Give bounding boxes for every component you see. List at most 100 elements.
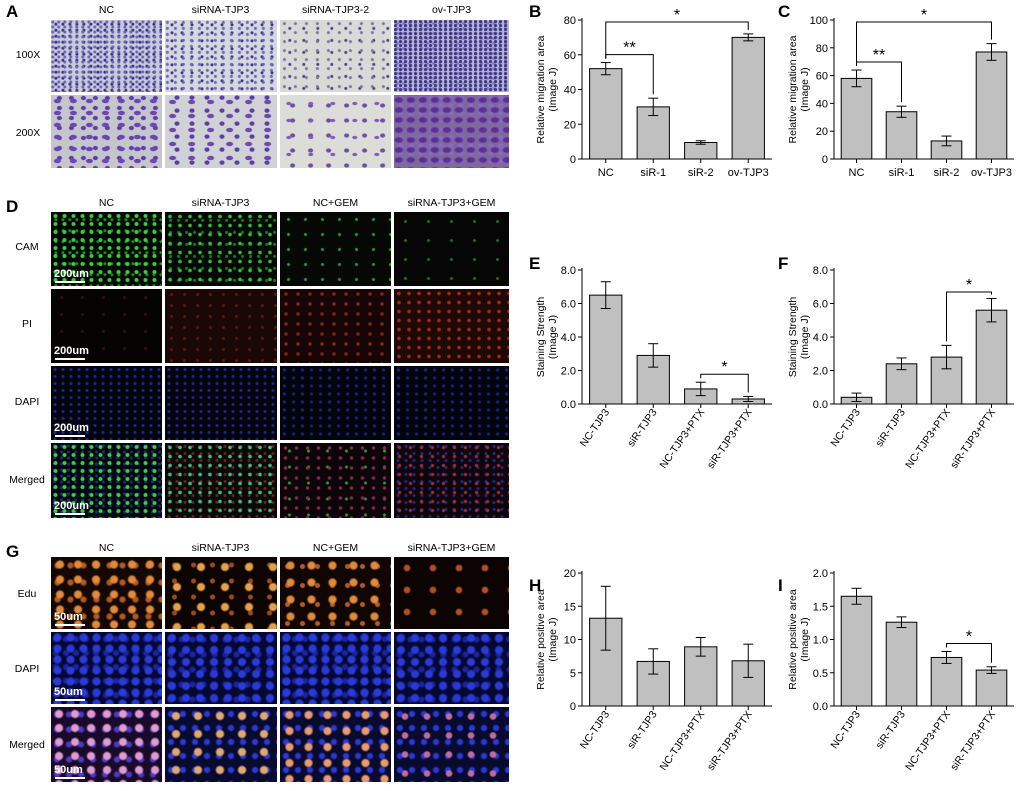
panel-g-col-nc-gem: NC+GEM [312,542,359,554]
scale-bar [55,435,85,437]
micrograph-d-pi-sirna-gem [394,289,509,363]
y-tick-label: 20 [816,126,828,138]
x-tick-label: siR-TJP3+PTX [948,407,998,471]
panel-a-col-nc: NC [98,4,115,16]
scale-bar-label: 50um [54,611,83,623]
micrograph-g-dapi-sirna [165,632,277,704]
x-tick-label: NC-TJP3+PTX [657,709,707,773]
x-tick-label: siR-TJP3+PTX [948,709,998,773]
panel-letter-c: C [778,2,791,21]
y-tick-label: 2.0 [813,568,828,580]
micrograph-d-pi-nc: 200um [51,289,162,363]
micrograph-g-merged-nc-gem [280,707,391,782]
micrograph-a-sirna2-100x [280,20,391,92]
micrograph-a-nc-200x [51,95,162,168]
y-tick-label: 40 [816,98,828,110]
bar [975,669,1008,707]
micrograph-g-dapi-nc-gem [280,632,391,704]
bar [589,68,623,160]
x-tick-label: NC-TJP3 [578,709,613,751]
x-tick-label: siR-TJP3+PTX [705,407,755,471]
y-tick-label: 80 [816,43,828,55]
y-axis-label: Relative positive area(Image J) [535,589,559,690]
panel-a-col-sirna2: siRNA-TJP3-2 [301,4,370,16]
significance-bracket [856,21,992,67]
y-tick-label: 4.0 [813,332,828,344]
y-tick-label: 40 [564,85,576,97]
micrograph-a-ov-200x [394,95,509,168]
micrograph-d-cam-nc: 200um [51,212,162,286]
panel-letter-d: D [6,197,19,216]
bar [930,656,963,707]
micrograph-g-dapi-nc: 50um [51,632,162,704]
y-tick-label: 0.0 [561,399,576,411]
significance-label: ** [873,47,885,64]
y-tick-label: 1.5 [813,601,828,613]
y-axis-label: Staining Strength(Image J) [787,297,811,378]
panel-letter-h: H [529,576,542,595]
micrograph-d-merged-sirna [165,443,277,518]
scale-bar [55,513,85,515]
y-tick-label: 0.0 [813,399,828,411]
micrograph-g-edu-nc: 50um [51,557,162,629]
micrograph-a-nc-100x [51,20,162,92]
y-tick-label: 1.0 [813,635,828,647]
micrograph-a-sirna2-200x [280,95,391,168]
panel-letter-b: B [529,2,542,21]
y-tick-label: 0.0 [813,701,828,713]
x-tick-label: siR-TJP3 [873,709,908,751]
panel-a-row-100x: 100X [15,49,41,61]
x-tick-label: siR-TJP3+PTX [705,709,755,773]
y-axis-label: Relative migration area(Image J) [535,35,559,143]
micrograph-g-merged-sirna [165,707,277,782]
x-tick-label: siR-2 [688,167,714,179]
x-tick-label: NC-TJP3 [828,709,863,751]
panel-g-row-merged: Merged [9,739,45,751]
y-tick-label: 100 [810,15,828,27]
y-tick-label: 0 [570,154,576,166]
significance-bracket [700,373,749,393]
y-axis-label: Relative positive area(Image J) [787,589,811,690]
scale-bar [55,699,85,701]
y-tick-label: 15 [564,601,576,613]
x-tick-label: siR-TJP3 [873,407,908,449]
panel-letter-a: A [6,2,19,21]
panel-letter-i: I [778,576,783,595]
y-tick-label: 20 [564,568,576,580]
micrograph-d-cam-sirna-gem [394,212,509,286]
significance-label: * [966,277,972,294]
x-tick-label: siR-TJP3 [625,407,660,449]
panel-d-col-sirna-gem: siRNA-TJP3+GEM [407,197,496,209]
micrograph-d-dapi-nc-gem [280,366,391,440]
bar [885,363,918,405]
bar-chart-b: 0 20 40 60 80 Relative migration area(Image J… [535,7,772,179]
x-tick-label: siR-2 [934,167,960,179]
scale-bar-label: 50um [54,764,83,776]
panel-a-row-200x: 200X [15,127,41,139]
scale-bar [55,777,85,779]
x-tick-label: siR-1 [640,167,666,179]
y-tick-label: 6.0 [561,299,576,311]
panel-d-col-nc: NC [98,197,115,209]
scale-bar [55,281,85,283]
panel-a-col-sirna: siRNA-TJP3 [191,4,250,16]
micrograph-d-merged-sirna-gem [394,443,509,518]
y-tick-label: 8.0 [813,265,828,277]
bar [840,77,873,160]
panel-g-row-dapi: DAPI [14,663,40,675]
y-tick-label: 4.0 [561,332,576,344]
micrograph-d-dapi-sirna-gem [394,366,509,440]
bar [684,646,718,707]
significance-label: * [966,628,972,645]
panel-g-col-nc: NC [98,542,115,554]
y-tick-label: 0 [822,154,828,166]
y-tick-label: 2.0 [813,366,828,378]
micrograph-a-sirna-100x [165,20,277,92]
panel-d-col-nc-gem: NC+GEM [312,197,359,209]
scale-bar-label: 200um [54,422,89,434]
micrograph-a-sirna-200x [165,95,277,168]
bar-chart-c: 0 20 40 60 80 100 Relative migration area(Imag… [787,7,1014,179]
bar-chart-e: 0.0 2.0 4.0 6.0 8.0 Staining Strength(Image J… [535,265,772,471]
bar [589,294,623,405]
